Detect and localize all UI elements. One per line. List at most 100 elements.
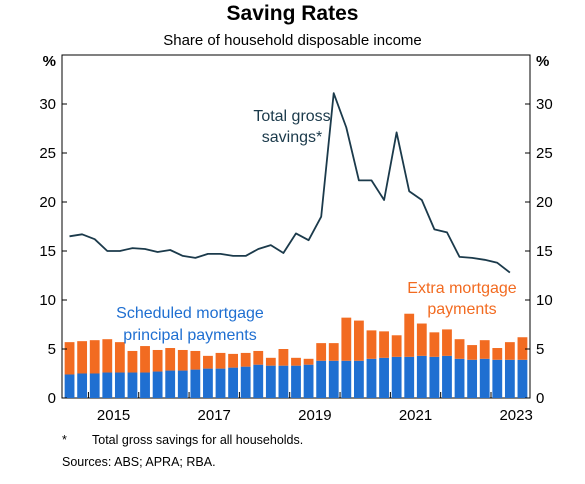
bar-extra-2021-Q3 [416, 323, 427, 356]
bar-extra-2016-Q3 [165, 348, 176, 371]
bar-scheduled-2018-Q3 [265, 365, 276, 398]
bar-scheduled-2015-Q4 [127, 372, 138, 398]
bar-extra-2016-Q1 [140, 346, 150, 373]
y-tick-label-left: 15 [39, 243, 56, 260]
bar-extra-2016-Q2 [152, 349, 163, 372]
extra-annotation-2: payments [427, 301, 496, 318]
bar-extra-2021-Q4 [429, 332, 440, 357]
bar-scheduled-2021-Q3 [416, 355, 427, 398]
y-tick-label-right: 20 [536, 194, 553, 211]
bar-extra-2017-Q2 [203, 355, 213, 369]
bar-scheduled-2020-Q3 [366, 358, 377, 398]
bar-scheduled-2020-Q4 [379, 357, 389, 398]
chart-title: Saving Rates [226, 2, 359, 25]
bar-extra-2015-Q3 [114, 342, 125, 373]
bar-extra-2018-Q1 [240, 352, 251, 367]
bar-scheduled-2023-Q1 [492, 359, 503, 398]
bar-scheduled-2017-Q3 [215, 368, 226, 398]
footnote: * Total gross savings for all households. [62, 433, 303, 447]
bar-extra-2014-Q4 [77, 341, 88, 374]
bar-scheduled-2015-Q2 [102, 372, 113, 398]
footnote-text: Total gross savings for all households. [92, 433, 304, 447]
bar-scheduled-2016-Q2 [152, 371, 163, 398]
line-annotation-1: Total gross [253, 108, 330, 125]
sched-annotation-2: principal payments [123, 327, 256, 344]
bar-extra-2021-Q1 [391, 335, 402, 357]
bar-extra-2016-Q4 [177, 349, 188, 371]
bar-extra-2019-Q2 [303, 358, 314, 365]
x-tick-label-2015: 2015 [97, 407, 130, 424]
bar-scheduled-2018-Q2 [253, 364, 264, 398]
x-tick-label-2023: 2023 [499, 407, 532, 424]
sources-note: Sources: ABS; APRA; RBA. [62, 455, 216, 469]
bar-extra-2017-Q4 [228, 353, 239, 368]
bar-scheduled-2022-Q2 [454, 358, 465, 398]
bar-extra-2020-Q1 [341, 317, 352, 361]
bar-scheduled-2020-Q1 [341, 360, 352, 398]
bar-extra-2018-Q4 [278, 349, 289, 366]
bar-scheduled-2019-Q3 [316, 360, 327, 398]
extra-annotation-1: Extra mortgage [407, 280, 516, 297]
bar-scheduled-2014-Q4 [77, 373, 88, 398]
bar-extra-2022-Q1 [442, 329, 452, 356]
bar-scheduled-2015-Q3 [114, 372, 125, 398]
chart-subtitle: Share of household disposable income [163, 32, 422, 49]
y-tick-label-left: 0 [48, 390, 56, 407]
bar-scheduled-2019-Q2 [303, 364, 314, 398]
y-tick-label-right: 30 [536, 96, 553, 113]
bar-scheduled-2017-Q4 [228, 367, 239, 398]
bar-extra-2015-Q4 [127, 350, 138, 373]
bar-scheduled-2021-Q1 [391, 356, 402, 398]
bar-extra-2014-Q3 [64, 342, 75, 375]
y-tick-label-left: 20 [39, 194, 56, 211]
bar-extra-2015-Q1 [89, 340, 100, 374]
bar-scheduled-2019-Q1 [291, 365, 301, 398]
bar-extra-2015-Q2 [102, 339, 113, 373]
bar-scheduled-2021-Q2 [404, 356, 415, 398]
bar-extra-2019-Q4 [328, 343, 339, 361]
bar-extra-2020-Q3 [366, 330, 377, 359]
bar-extra-2023-Q3 [517, 337, 528, 360]
bar-scheduled-2023-Q2 [504, 359, 515, 398]
bar-scheduled-2016-Q1 [140, 372, 150, 398]
bar-scheduled-2017-Q1 [190, 369, 201, 398]
y-unit-label-left: % [43, 53, 56, 70]
bar-scheduled-2014-Q3 [64, 374, 75, 398]
sched-annotation-1: Scheduled mortgage [116, 305, 264, 322]
bar-scheduled-2016-Q4 [177, 370, 188, 398]
bar-scheduled-2020-Q2 [353, 360, 364, 398]
bar-scheduled-2023-Q3 [517, 359, 528, 398]
bar-extra-2023-Q1 [492, 348, 503, 360]
line-total-gross-savings [69, 92, 511, 274]
line-annotation-2: savings* [262, 129, 322, 146]
bar-extra-2023-Q2 [504, 342, 515, 360]
bar-extra-2022-Q2 [454, 339, 465, 359]
x-tick-label-2021: 2021 [399, 407, 432, 424]
bar-extra-2019-Q1 [291, 357, 301, 366]
y-tick-label-left: 5 [48, 341, 56, 358]
bar-extra-2020-Q4 [379, 331, 389, 358]
y-unit-label-right: % [536, 53, 549, 70]
bar-extra-2022-Q4 [479, 340, 490, 359]
bar-scheduled-2018-Q4 [278, 365, 289, 398]
bar-scheduled-2015-Q1 [89, 373, 100, 398]
bar-scheduled-2022-Q1 [442, 355, 452, 398]
bar-extra-2020-Q2 [353, 320, 364, 361]
bar-scheduled-2021-Q4 [429, 356, 440, 398]
y-tick-label-right: 10 [536, 292, 553, 309]
y-tick-label-right: 25 [536, 145, 553, 162]
bar-extra-2018-Q3 [265, 357, 276, 366]
bar-scheduled-2022-Q4 [479, 358, 490, 398]
bar-extra-2017-Q3 [215, 352, 226, 369]
bar-extra-2017-Q1 [190, 350, 201, 370]
y-tick-label-right: 5 [536, 341, 544, 358]
bar-extra-2018-Q2 [253, 350, 264, 365]
y-tick-label-left: 10 [39, 292, 56, 309]
bar-extra-2021-Q2 [404, 313, 415, 357]
bar-scheduled-2018-Q1 [240, 366, 251, 398]
bar-scheduled-2019-Q4 [328, 360, 339, 398]
bar-scheduled-2017-Q2 [203, 368, 213, 398]
y-tick-label-right: 15 [536, 243, 553, 260]
bar-scheduled-2022-Q3 [467, 359, 478, 398]
